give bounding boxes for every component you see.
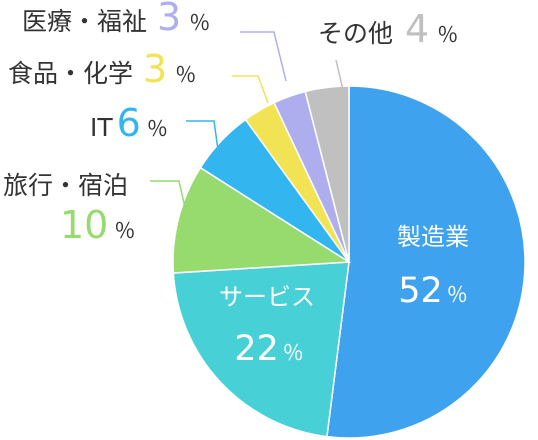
slice-travel	[172, 166, 352, 274]
leader-line-travel	[150, 180, 187, 213]
label-services-name: サービス	[219, 283, 315, 311]
label-manufacturing-name: 製造業	[397, 223, 469, 251]
slice-other	[304, 85, 350, 263]
label-services-value: 22 ％	[234, 329, 304, 369]
leader-line-medical	[240, 31, 287, 82]
label-medical: 医療・福祉 3 ％	[22, 0, 210, 39]
label-travel-name: 旅行・宿泊	[3, 171, 128, 200]
label-other: その他 4 ％	[318, 7, 458, 51]
label-it: IT 6 ％	[90, 101, 168, 145]
label-travel-value: 10 ％	[60, 203, 135, 247]
leader-line-food	[232, 75, 269, 104]
slice-services	[172, 261, 350, 438]
slice-manufacturing	[326, 85, 526, 439]
leader-line-other	[335, 59, 344, 91]
leader-line-it	[186, 120, 219, 151]
label-manufacturing-value: 52 ％	[398, 271, 468, 311]
label-food: 食品・化学 3 ％	[8, 47, 196, 91]
